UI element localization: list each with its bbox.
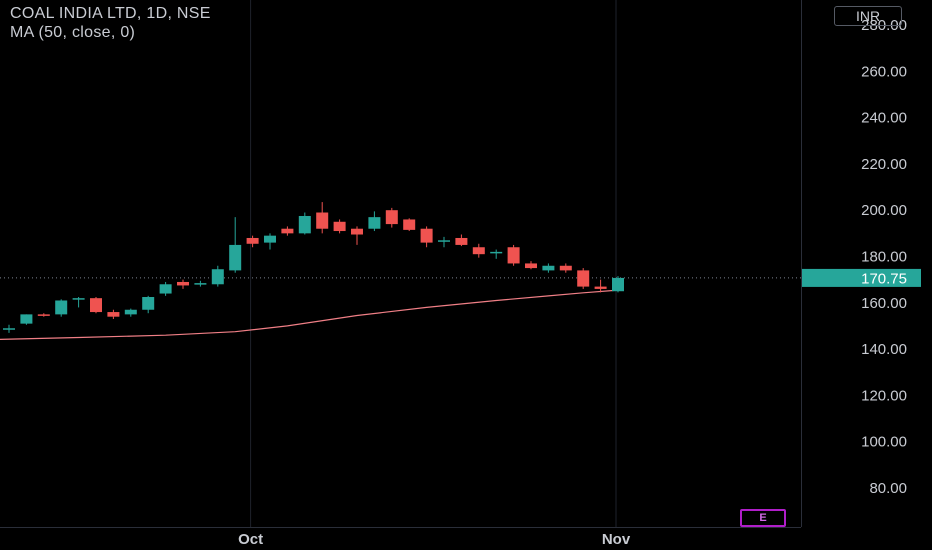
moving-average-layer: [0, 289, 619, 340]
currency-button[interactable]: INR: [834, 6, 902, 26]
candle-down: [577, 268, 590, 289]
candle-body: [507, 247, 520, 264]
time-tick-label: Nov: [602, 531, 631, 548]
candle-body: [542, 265, 555, 271]
candle-body: [420, 228, 433, 243]
candle-down: [333, 219, 346, 234]
candle-down: [351, 226, 363, 245]
candle-body: [333, 221, 346, 232]
candle-body: [37, 314, 50, 316]
candle-up: [612, 276, 624, 293]
candle-body: [385, 210, 398, 225]
candle-down: [420, 226, 433, 248]
candle-body: [142, 297, 155, 310]
price-tick-label: 100.00: [861, 434, 907, 451]
candle-body: [577, 270, 590, 287]
price-axis[interactable]: 280.00260.00240.00220.00200.00180.00160.…: [802, 17, 921, 497]
candle-down: [455, 234, 468, 247]
candle-up: [159, 281, 172, 296]
candle-up: [3, 324, 15, 333]
candle-down: [246, 235, 259, 248]
candle-body: [177, 281, 189, 286]
candle-down: [37, 313, 50, 317]
candle-body: [72, 298, 85, 300]
candle-body: [368, 217, 381, 229]
candle-up: [55, 299, 68, 317]
candle-body: [20, 314, 33, 324]
chart-legend[interactable]: COAL INDIA LTD, 1D, NSE MA (50, close, 0…: [10, 4, 211, 42]
candle-body: [490, 251, 503, 254]
candle-up: [194, 280, 207, 287]
candle-body: [211, 269, 224, 285]
candle-down: [177, 279, 189, 289]
candle-body: [594, 286, 607, 289]
price-tick-label: 160.00: [861, 295, 907, 312]
candle-body: [55, 300, 68, 315]
candle-up: [229, 217, 242, 273]
candle-up: [368, 211, 381, 232]
candle-down: [594, 279, 607, 293]
candle-down: [316, 202, 329, 234]
candle-up: [298, 212, 311, 235]
candle-body: [281, 228, 294, 234]
candle-body: [107, 312, 120, 317]
candle-up: [542, 263, 555, 273]
candle-up: [124, 308, 137, 317]
candle-body: [124, 309, 137, 315]
candle-body: [3, 328, 15, 330]
candle-body: [316, 212, 329, 229]
price-tick-label: 200.00: [861, 202, 907, 219]
events-badge[interactable]: E: [740, 509, 786, 527]
price-tick-label: 180.00: [861, 249, 907, 266]
candle-body: [472, 247, 485, 255]
candle-up: [211, 265, 224, 287]
current-price-tag[interactable]: [802, 268, 921, 287]
grid-lines: [0, 0, 802, 528]
candle-body: [559, 265, 572, 271]
candle-body: [525, 263, 537, 269]
current-price-label: 170.75: [861, 270, 907, 287]
price-tick-label: 260.00: [861, 63, 907, 80]
time-axis[interactable]: Oct Nov: [238, 531, 631, 548]
candle-down: [525, 261, 537, 270]
candle-down: [472, 243, 485, 258]
candle-body: [229, 244, 242, 271]
candle-up: [72, 297, 85, 308]
price-tick-label: 80.00: [869, 480, 907, 497]
price-tick-label: 140.00: [861, 341, 907, 358]
candle-body: [246, 237, 259, 244]
candle-body: [298, 215, 311, 234]
candle-down: [385, 207, 398, 228]
price-tick-label: 240.00: [861, 110, 907, 127]
time-tick-label: Oct: [238, 531, 263, 548]
candles-layer: [3, 202, 624, 333]
candle-body: [159, 284, 172, 294]
candle-body: [438, 240, 450, 242]
candle-down: [559, 263, 572, 273]
candle-down: [90, 297, 102, 314]
moving-average-line: [0, 289, 619, 340]
candle-up: [20, 314, 33, 325]
price-tick-label: 120.00: [861, 387, 907, 404]
candle-body: [612, 277, 624, 292]
candle-down: [281, 226, 294, 236]
price-tick-label: 220.00: [861, 156, 907, 173]
candle-down: [507, 244, 520, 266]
candle-body: [194, 283, 207, 285]
indicator-label[interactable]: MA (50, close, 0): [10, 24, 136, 41]
candle-down: [107, 309, 120, 320]
candle-body: [455, 237, 468, 245]
candle-up: [490, 249, 503, 259]
candle-up: [142, 295, 155, 314]
candle-up: [264, 233, 276, 250]
candle-body: [403, 219, 416, 230]
candle-body: [264, 235, 276, 243]
candle-body: [351, 228, 363, 235]
candle-body: [90, 298, 102, 313]
candle-up: [438, 236, 450, 248]
symbol-title[interactable]: COAL INDIA LTD, 1D, NSE: [10, 5, 211, 22]
candle-down: [403, 218, 416, 232]
